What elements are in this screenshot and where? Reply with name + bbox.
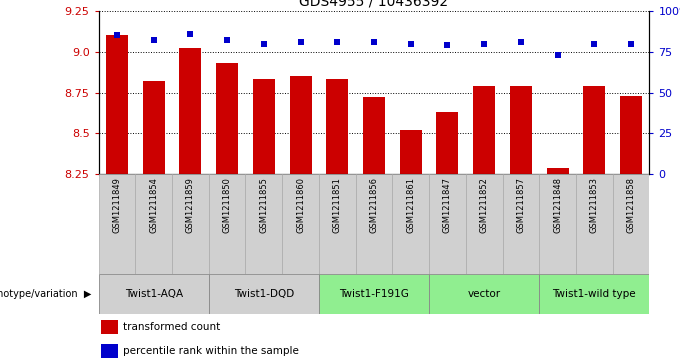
Bar — [209, 274, 319, 314]
Bar — [539, 174, 576, 274]
Bar — [282, 174, 319, 274]
Bar — [613, 174, 649, 274]
Point — [515, 39, 526, 45]
Bar — [510, 86, 532, 174]
Text: percentile rank within the sample: percentile rank within the sample — [123, 346, 299, 356]
Bar — [539, 274, 649, 314]
Text: GSM1211852: GSM1211852 — [479, 177, 489, 233]
Text: GSM1211859: GSM1211859 — [186, 177, 195, 233]
Text: GSM1211850: GSM1211850 — [222, 177, 232, 233]
Point — [148, 37, 159, 43]
Bar — [180, 49, 201, 174]
Text: GSM1211848: GSM1211848 — [553, 177, 562, 233]
Text: GSM1211860: GSM1211860 — [296, 177, 305, 233]
Text: Twist1-F191G: Twist1-F191G — [339, 289, 409, 299]
Bar — [437, 112, 458, 174]
Text: GSM1211849: GSM1211849 — [112, 177, 122, 233]
Point — [442, 42, 453, 48]
Text: genotype/variation  ▶: genotype/variation ▶ — [0, 289, 92, 299]
Bar — [106, 36, 128, 174]
Text: GSM1211847: GSM1211847 — [443, 177, 452, 233]
Bar — [583, 86, 605, 174]
Bar — [466, 174, 503, 274]
Bar — [143, 81, 165, 174]
Title: GDS4955 / 10436392: GDS4955 / 10436392 — [299, 0, 449, 8]
Bar — [253, 79, 275, 174]
Point — [479, 41, 490, 46]
Bar — [319, 174, 356, 274]
Bar — [503, 174, 539, 274]
Bar — [101, 320, 118, 334]
Bar — [547, 168, 568, 174]
Point — [626, 41, 636, 46]
Bar — [473, 86, 495, 174]
Bar — [429, 174, 466, 274]
Bar — [290, 76, 311, 174]
Text: GSM1211851: GSM1211851 — [333, 177, 342, 233]
Point — [589, 41, 600, 46]
Bar — [620, 96, 642, 174]
Text: Twist1-AQA: Twist1-AQA — [124, 289, 183, 299]
Text: GSM1211856: GSM1211856 — [369, 177, 379, 233]
Text: GSM1211855: GSM1211855 — [259, 177, 269, 233]
Point — [185, 31, 196, 37]
Text: GSM1211858: GSM1211858 — [626, 177, 636, 233]
Text: GSM1211857: GSM1211857 — [516, 177, 526, 233]
Bar — [356, 174, 392, 274]
Bar — [400, 130, 422, 174]
Point — [552, 52, 563, 58]
Bar — [363, 97, 385, 174]
Point — [405, 41, 416, 46]
Text: vector: vector — [468, 289, 500, 299]
Bar — [101, 344, 118, 358]
Text: Twist1-wild type: Twist1-wild type — [553, 289, 636, 299]
Text: GSM1211861: GSM1211861 — [406, 177, 415, 233]
Text: GSM1211854: GSM1211854 — [149, 177, 158, 233]
Text: Twist1-DQD: Twist1-DQD — [234, 289, 294, 299]
Point — [369, 39, 379, 45]
Bar — [319, 274, 429, 314]
Bar — [429, 274, 539, 314]
Text: GSM1211853: GSM1211853 — [590, 177, 599, 233]
Bar — [392, 174, 429, 274]
Point — [258, 41, 269, 46]
Bar — [576, 174, 613, 274]
Point — [222, 37, 233, 43]
Point — [332, 39, 343, 45]
Bar — [216, 63, 238, 174]
Bar — [99, 274, 209, 314]
Point — [295, 39, 306, 45]
Bar — [245, 174, 282, 274]
Bar — [209, 174, 245, 274]
Text: transformed count: transformed count — [123, 322, 220, 332]
Point — [112, 32, 122, 38]
Bar — [99, 174, 135, 274]
Bar — [135, 174, 172, 274]
Bar — [326, 79, 348, 174]
Bar — [172, 174, 209, 274]
